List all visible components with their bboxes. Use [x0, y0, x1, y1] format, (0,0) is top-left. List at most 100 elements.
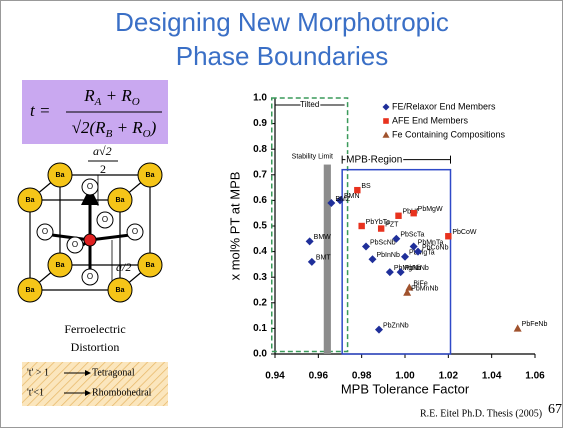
point-label: BS — [361, 183, 371, 190]
point-label: PbMnTa — [418, 239, 444, 246]
o-atom — [81, 268, 99, 286]
dimension-label: a√2 — [93, 144, 112, 158]
ba-atom — [17, 277, 43, 303]
o-label: O — [132, 227, 138, 236]
y-tick-label: 0.6 — [253, 195, 267, 206]
region-label: Tilted — [300, 100, 319, 109]
x-axis-title: MPB Tolerance Factor — [341, 381, 470, 396]
y-tick-label: 0.9 — [253, 118, 267, 129]
legend-marker — [382, 103, 390, 111]
point-label: PbCoNb — [422, 244, 449, 251]
o-atom — [81, 178, 99, 196]
point — [368, 255, 377, 264]
o-label: O — [87, 182, 93, 191]
formula-text: √2(R — [72, 118, 106, 137]
ba-label: Ba — [26, 287, 35, 294]
point — [362, 242, 370, 251]
point — [305, 237, 314, 246]
point-label: PbMnNb — [411, 285, 438, 292]
x-tick-label: 1.02 — [439, 371, 459, 382]
ba-atom — [107, 277, 133, 303]
diagram-caption: Distortion — [71, 340, 120, 354]
ba-label: Ba — [146, 262, 155, 269]
x-tick-label: 0.96 — [309, 371, 329, 382]
y-tick-label: 0.0 — [253, 349, 267, 360]
ba-label: Ba — [56, 262, 65, 269]
ba-label: Ba — [116, 287, 125, 294]
diagram-caption: Ferroelectric — [64, 322, 125, 336]
point — [445, 233, 452, 240]
y-tick-label: 0.1 — [253, 323, 267, 334]
point — [401, 252, 409, 261]
point — [395, 212, 402, 219]
o-atom — [36, 223, 54, 241]
o-atom — [126, 223, 144, 241]
point-label: PbHf — [403, 209, 419, 216]
y-axis-title: x mol% PT at MPB — [227, 172, 242, 281]
page-number: 67 — [548, 402, 562, 417]
ba-label: Ba — [56, 172, 65, 179]
legend-label: AFE End Members — [392, 115, 469, 125]
point-label: PbCoW — [452, 229, 477, 236]
point — [410, 210, 417, 217]
legend-marker — [383, 118, 389, 124]
point — [414, 247, 422, 256]
formula-text: ) — [150, 118, 157, 137]
region — [271, 97, 349, 353]
point-label: PbYbTa — [366, 219, 391, 226]
point — [409, 242, 418, 251]
formula-part: RA + RO — [83, 86, 139, 108]
region-label: Stability Limit — [292, 153, 333, 160]
o-atom — [96, 211, 114, 229]
ba-atom — [17, 187, 43, 213]
point-label: PbNiNb — [405, 265, 429, 272]
x-tick-label: 0.98 — [352, 371, 372, 382]
point-label: PbFeNb — [522, 321, 548, 328]
point-label: BiFe — [413, 280, 428, 287]
region-label: MPB Region — [346, 154, 402, 165]
region — [323, 164, 331, 354]
point — [513, 324, 522, 332]
point — [358, 222, 365, 230]
ba-atom — [47, 162, 73, 188]
x-tick-label: 1.06 — [525, 371, 545, 382]
point — [405, 283, 414, 291]
point — [385, 268, 394, 277]
formula-part: √2(RB + RO) — [72, 118, 157, 140]
point — [375, 325, 383, 334]
formula-text: + R — [112, 118, 143, 137]
o-atom — [66, 236, 84, 254]
x-tick-label: 1.04 — [482, 371, 502, 382]
rule-result: Rhombohedral — [92, 387, 152, 398]
point — [307, 257, 316, 266]
point-label: PbMgTa — [409, 250, 435, 257]
y-tick-label: 0.5 — [253, 221, 267, 232]
slide-title: Phase Boundaries — [176, 41, 388, 71]
legend-marker — [382, 131, 390, 138]
rule-condition: 't' > 1 — [27, 367, 49, 378]
y-tick-label: 1.0 — [253, 93, 267, 104]
ba-atom — [137, 252, 163, 278]
ba-label: Ba — [146, 172, 155, 179]
slide-title: Designing New Morphotropic — [115, 7, 449, 37]
point — [396, 268, 405, 277]
region-bracket — [341, 155, 451, 164]
point-label: BMW — [314, 234, 332, 241]
dimension-label: 2 — [100, 162, 106, 176]
ba-atom — [107, 187, 133, 213]
subscript: O — [143, 128, 151, 140]
point-label: PbZnNb — [383, 323, 409, 330]
point — [336, 196, 344, 205]
ba-label: Ba — [116, 197, 125, 204]
x-tick-label: 1.00 — [395, 371, 415, 382]
subscript: O — [132, 96, 140, 108]
y-tick-label: 0.7 — [253, 169, 267, 180]
perovskite-diagram: Ba Ba Ba Ba Ba Ba Ba Ba O O O O O O — [17, 162, 163, 303]
point-label: BMN — [344, 193, 360, 200]
subscript: A — [94, 96, 102, 108]
y-tick-label: 0.2 — [253, 297, 267, 308]
point-label: PZT — [385, 221, 399, 228]
point-label: PbInNb — [377, 252, 400, 259]
point — [327, 198, 336, 207]
legend-label: FE/Relaxor End Members — [392, 101, 496, 111]
